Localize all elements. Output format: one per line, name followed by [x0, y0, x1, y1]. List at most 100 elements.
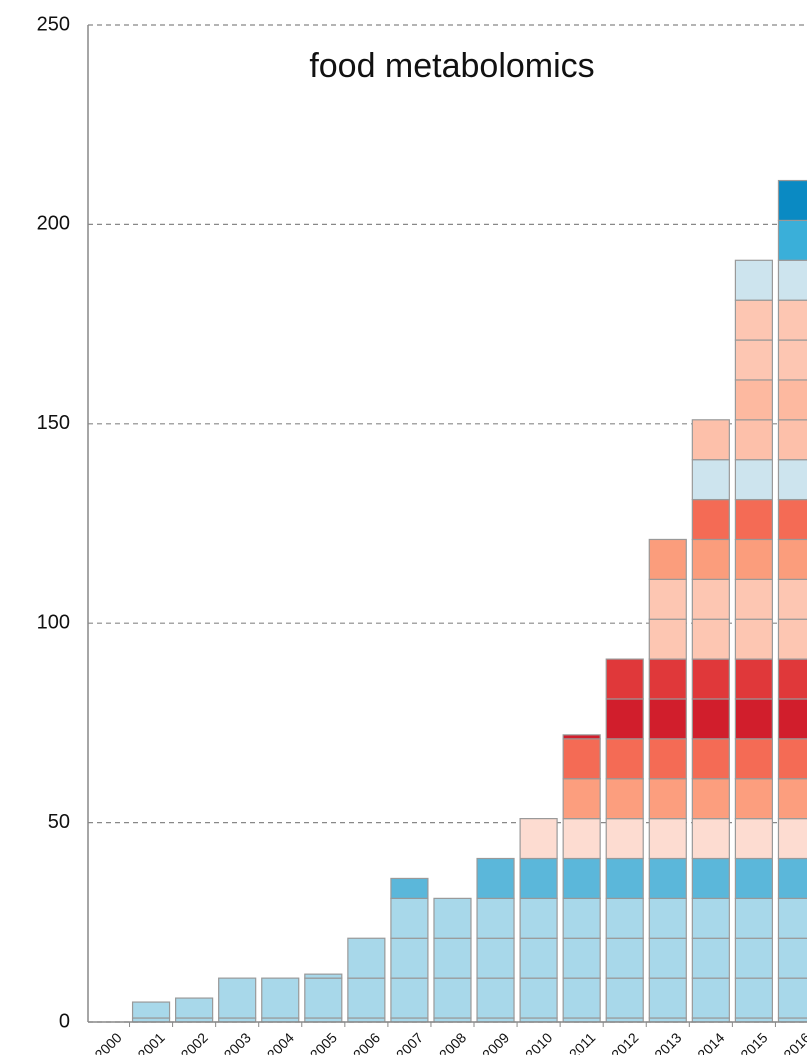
bar-segment — [734, 618, 774, 660]
bar-segment — [691, 897, 730, 939]
bar-segment — [605, 658, 644, 700]
bar-segment — [734, 778, 774, 820]
bar-segment — [562, 857, 601, 899]
x-tick-label: 2010 — [522, 1029, 555, 1055]
bar-segment — [605, 778, 644, 820]
bar-segment — [734, 419, 774, 461]
bar-segment — [777, 459, 807, 501]
bar-segment — [691, 698, 730, 740]
bar-segment — [777, 818, 807, 860]
bar-segment — [777, 498, 807, 541]
bar-segment — [734, 299, 774, 341]
x-tick-label: 2009 — [479, 1029, 512, 1055]
bar-segment — [777, 738, 807, 780]
bar-segment — [476, 977, 515, 1019]
bar-segment — [777, 259, 807, 301]
bar-segment — [691, 419, 730, 461]
bar-segment — [691, 459, 730, 501]
bar-segment — [605, 698, 644, 740]
bar-segment — [777, 658, 807, 700]
bar-segment — [648, 937, 687, 979]
bar-segment — [476, 857, 515, 899]
bar-segment — [605, 897, 644, 939]
bar-segment — [433, 977, 472, 1019]
x-tick-label: 2007 — [393, 1029, 426, 1055]
bar-segment — [476, 897, 515, 939]
bar-segment — [734, 658, 774, 700]
y-tick-label: 200 — [37, 213, 70, 235]
bar-segment — [218, 977, 257, 1019]
bar-segment — [175, 997, 214, 1019]
bar-segment — [605, 818, 644, 860]
bar-segment — [691, 977, 730, 1019]
bar-segment — [648, 897, 687, 939]
bar-segment — [562, 818, 601, 860]
bar-segment — [777, 977, 807, 1019]
bar-segment — [777, 897, 807, 939]
bar-segment — [691, 578, 730, 620]
bar-segment — [304, 973, 343, 979]
bar-segment — [648, 778, 687, 820]
bar-segment — [777, 339, 807, 381]
bar-segment — [734, 698, 774, 740]
bar-segment — [304, 977, 343, 1019]
bar-segment — [390, 877, 429, 899]
bar-segment — [562, 897, 601, 939]
bar-segment — [519, 818, 558, 860]
x-tick-label: 2016 — [780, 1029, 807, 1055]
bar-segment — [347, 977, 386, 1019]
bar-segment — [648, 818, 687, 860]
bar-segment — [691, 658, 730, 700]
x-tick-label: 2002 — [178, 1029, 211, 1055]
bar-segment — [347, 937, 386, 979]
bar-segment — [777, 219, 807, 261]
x-tick-label: 2005 — [307, 1029, 340, 1055]
x-tick-label: 2000 — [91, 1029, 124, 1055]
bar-segment — [562, 977, 601, 1019]
bar-segment — [734, 339, 774, 381]
x-tick-label: 2012 — [608, 1029, 641, 1055]
bar-segment — [390, 937, 429, 979]
bar-segment — [734, 738, 774, 780]
y-tick-label: 0 — [59, 1010, 70, 1032]
bar-segment — [777, 379, 807, 421]
bar-segment — [648, 618, 687, 660]
x-tick-label: 2014 — [694, 1029, 727, 1055]
bar-segment — [562, 734, 601, 740]
bar-segment — [777, 857, 807, 899]
bar-segment — [691, 618, 730, 660]
bar-segment — [734, 897, 774, 939]
bar-segment — [777, 419, 807, 461]
bar-segment — [562, 937, 601, 979]
bar-segment — [777, 778, 807, 820]
bar-segment — [519, 857, 558, 899]
x-tick-label: 2008 — [436, 1029, 469, 1055]
bar-segment — [734, 937, 774, 979]
y-tick-label: 50 — [48, 811, 70, 833]
chart-title: food metabolomics — [309, 47, 594, 85]
x-tick-label: 2011 — [566, 1029, 599, 1055]
bar-segment — [605, 977, 644, 1019]
bar-segment — [648, 857, 687, 899]
x-tick-label: 2001 — [134, 1029, 167, 1055]
bar-segment — [691, 538, 730, 580]
bar-segment — [648, 977, 687, 1019]
bar-segment — [433, 897, 472, 939]
x-tick-label: 2004 — [264, 1029, 297, 1055]
bar-segment — [734, 578, 774, 620]
bar-segment — [131, 1001, 171, 1019]
bar-segment — [433, 937, 472, 979]
bar-segment — [691, 738, 730, 780]
bar-segment — [777, 578, 807, 620]
bar-segment — [648, 698, 687, 740]
bar-segment — [519, 977, 558, 1019]
bar-segment — [734, 538, 774, 580]
bar-segment — [605, 937, 644, 979]
bar-segment — [562, 778, 601, 820]
bar-segment — [691, 778, 730, 820]
x-tick-label: 2003 — [221, 1029, 254, 1055]
bar-segment — [734, 818, 774, 860]
bar-segment — [390, 977, 429, 1019]
bar-segment — [648, 738, 687, 780]
